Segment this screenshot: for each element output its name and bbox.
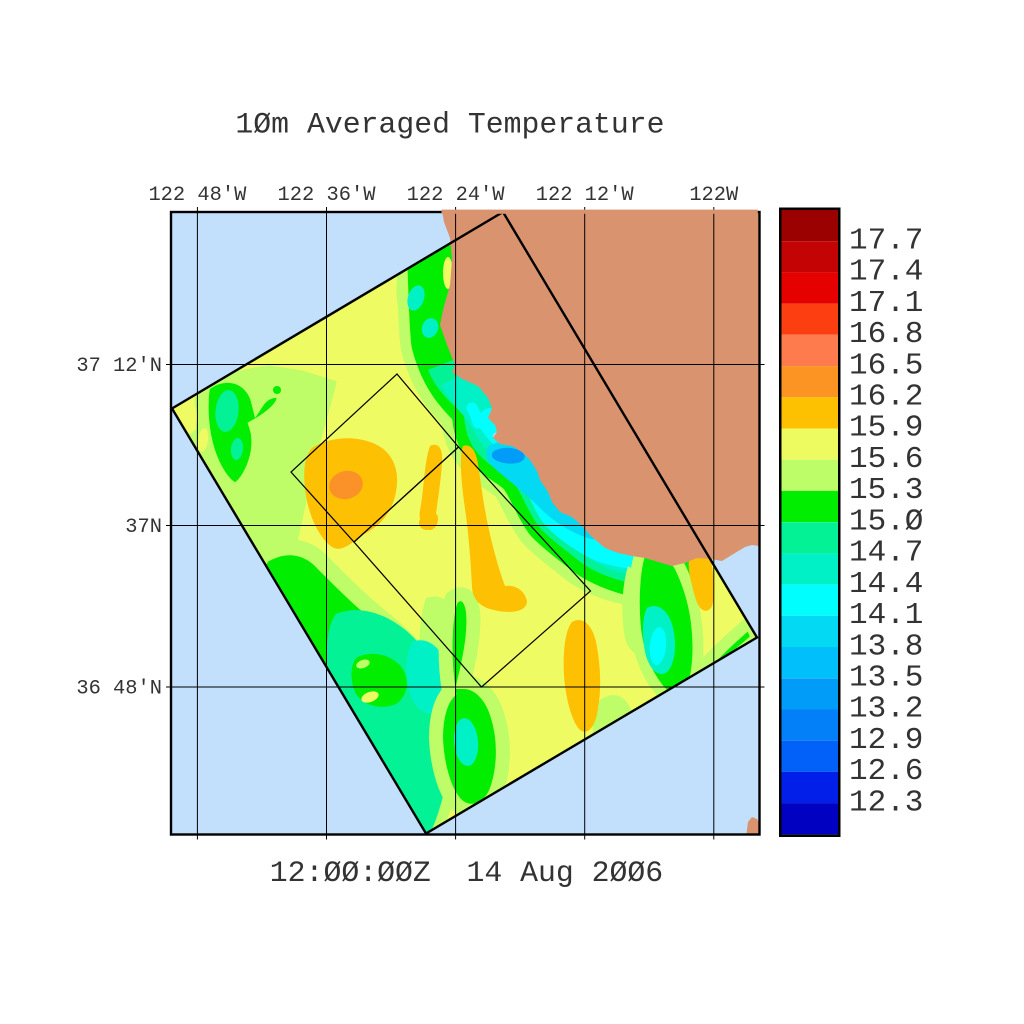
svg-text:16.5: 16.5 bbox=[849, 348, 923, 383]
svg-text:16.2: 16.2 bbox=[849, 380, 923, 415]
svg-text:13.2: 13.2 bbox=[849, 692, 923, 727]
svg-text:17.7: 17.7 bbox=[849, 223, 923, 258]
svg-text:14.7: 14.7 bbox=[849, 536, 923, 571]
svg-text:122 12'W: 122 12'W bbox=[536, 184, 635, 207]
svg-text:14.4: 14.4 bbox=[849, 567, 923, 602]
svg-text:14.1: 14.1 bbox=[849, 598, 923, 633]
svg-text:12:ØØ:ØØZ 14 Aug 2ØØ6: 12:ØØ:ØØZ 14 Aug 2ØØ6 bbox=[270, 856, 663, 890]
svg-text:17.4: 17.4 bbox=[849, 255, 923, 290]
svg-text:15.Ø: 15.Ø bbox=[849, 504, 923, 539]
svg-text:37N: 37N bbox=[125, 516, 162, 539]
svg-text:12.6: 12.6 bbox=[849, 754, 923, 789]
svg-text:15.9: 15.9 bbox=[849, 411, 923, 446]
svg-text:12.3: 12.3 bbox=[849, 785, 923, 820]
svg-text:17.1: 17.1 bbox=[849, 286, 923, 321]
svg-text:15.6: 15.6 bbox=[849, 442, 923, 477]
svg-text:1Øm Averaged Temperature: 1Øm Averaged Temperature bbox=[235, 108, 664, 142]
svg-text:15.3: 15.3 bbox=[849, 473, 923, 508]
svg-text:122 36'W: 122 36'W bbox=[278, 184, 377, 207]
svg-text:36 48'N: 36 48'N bbox=[76, 678, 162, 701]
svg-text:122W: 122W bbox=[689, 184, 739, 207]
svg-text:122 24'W: 122 24'W bbox=[407, 184, 506, 207]
svg-text:16.8: 16.8 bbox=[849, 317, 923, 352]
svg-text:13.8: 13.8 bbox=[849, 629, 923, 664]
svg-text:37 12'N: 37 12'N bbox=[76, 355, 162, 378]
svg-text:13.5: 13.5 bbox=[849, 661, 923, 696]
svg-text:122 48'W: 122 48'W bbox=[148, 184, 247, 207]
svg-text:12.9: 12.9 bbox=[849, 723, 923, 758]
